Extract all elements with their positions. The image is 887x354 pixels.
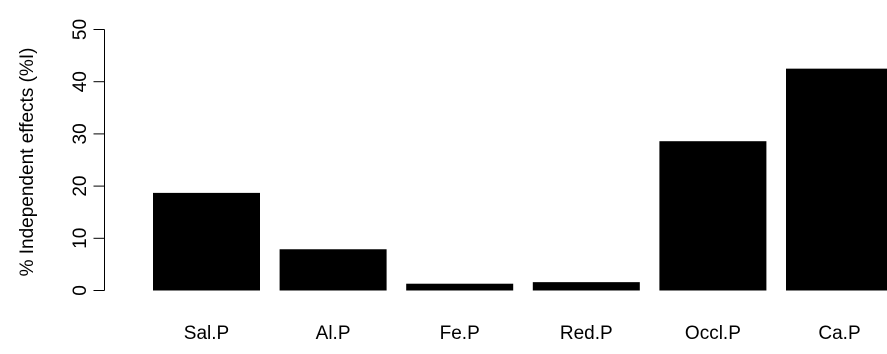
y-tick-label: 30 — [70, 123, 91, 144]
bar-fe-p — [406, 283, 514, 291]
bars — [153, 68, 887, 291]
bar-red-p — [532, 282, 640, 291]
x-tick-label: Red.P — [560, 323, 613, 344]
y-axis: 0 10 20 30 40 50 — [70, 19, 105, 296]
category-labels: Sal.P Al.P Fe.P Red.P Occl.P Ca.P — [184, 323, 861, 344]
y-axis-title: % Independent effects (%I) — [17, 48, 38, 277]
x-tick-label: Sal.P — [184, 323, 229, 344]
x-tick-label: Fe.P — [440, 323, 480, 344]
x-tick-label: Ca.P — [818, 323, 860, 344]
bar-ca-p — [786, 68, 887, 291]
x-tick-label: Occl.P — [685, 323, 741, 344]
y-tick-label: 20 — [70, 176, 91, 197]
y-tick-label: 0 — [70, 285, 91, 296]
bar-al-p — [279, 249, 387, 291]
bar-sal-p — [153, 192, 260, 291]
x-tick-label: Al.P — [316, 323, 351, 344]
y-tick-label: 10 — [70, 228, 91, 249]
y-tick-label: 40 — [70, 71, 91, 92]
y-tick-label: 50 — [70, 19, 91, 40]
bar-occl-p — [659, 141, 767, 291]
